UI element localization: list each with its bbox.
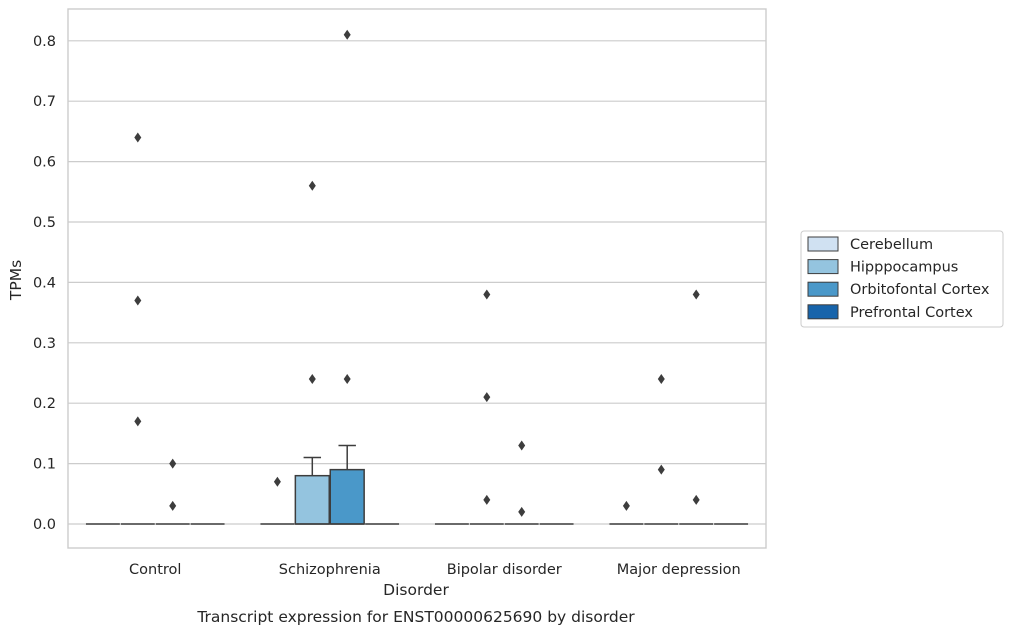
legend-swatch [807,304,839,320]
x-tick-label: Schizophrenia [279,562,381,578]
outlier-point [692,494,700,505]
y-tick-label: 0.1 [33,457,56,473]
y-axis-title: TPMs [7,260,25,301]
outlier-point [518,506,526,517]
outlier-point [657,464,665,475]
y-tick-label: 0.0 [33,517,56,533]
legend-swatch [807,259,839,275]
outlier-point [308,180,316,191]
boxes [85,444,749,525]
legend-label: Orbitofontal Cortex [850,282,990,298]
legend-swatch [807,236,839,252]
plot-area-frame [67,8,767,549]
legend-frame [800,230,1004,328]
outlier-point [134,295,142,306]
y-tick-label: 0.8 [33,34,56,50]
box-body [329,468,365,525]
legend-swatch [807,281,839,297]
outlier-point [169,500,177,511]
outlier-point [483,289,491,300]
y-tick-label: 0.3 [33,336,56,352]
outlier-point [622,500,630,511]
legend-label: Prefrontal Cortex [850,305,973,321]
x-axis-tick-labels: Control Schizophrenia Bipolar disorder Majo… [129,562,741,578]
y-tick-label: 0.4 [33,275,56,291]
box-body [294,474,331,525]
x-tick-label: Major depression [617,562,741,578]
outlier-point [308,374,316,385]
outlier-point [657,374,665,385]
box-1-1 [294,456,331,525]
outlier-point [134,132,142,143]
chart-title: Transcript expression for ENST0000062569… [196,608,635,626]
y-axis-tick-labels: 0.0 0.1 0.2 0.3 0.4 0.5 0.6 0.7 0.8 [33,34,56,533]
outlier-point [518,440,526,451]
outlier-point [483,494,491,505]
legend: Cerebellum Hipppocampus Orbitofontal Corte… [800,230,1004,328]
y-tick-label: 0.6 [33,155,56,171]
outlier-point [134,416,142,427]
y-tick-label: 0.5 [33,215,56,231]
box-2-1 [329,444,365,525]
y-tick-label: 0.2 [33,396,56,412]
outliers [134,29,700,517]
outlier-point [692,289,700,300]
outlier-point [343,374,351,385]
outlier-point [273,476,281,487]
legend-label: Cerebellum [850,237,933,253]
outlier-point [343,29,351,40]
x-tick-label: Bipolar disorder [447,562,562,578]
outlier-point [169,458,177,469]
x-tick-label: Control [129,562,181,578]
y-tick-label: 0.7 [33,94,56,110]
legend-label: Hipppocampus [850,260,958,276]
x-axis-title: Disorder [383,581,449,599]
outlier-point [483,392,491,403]
